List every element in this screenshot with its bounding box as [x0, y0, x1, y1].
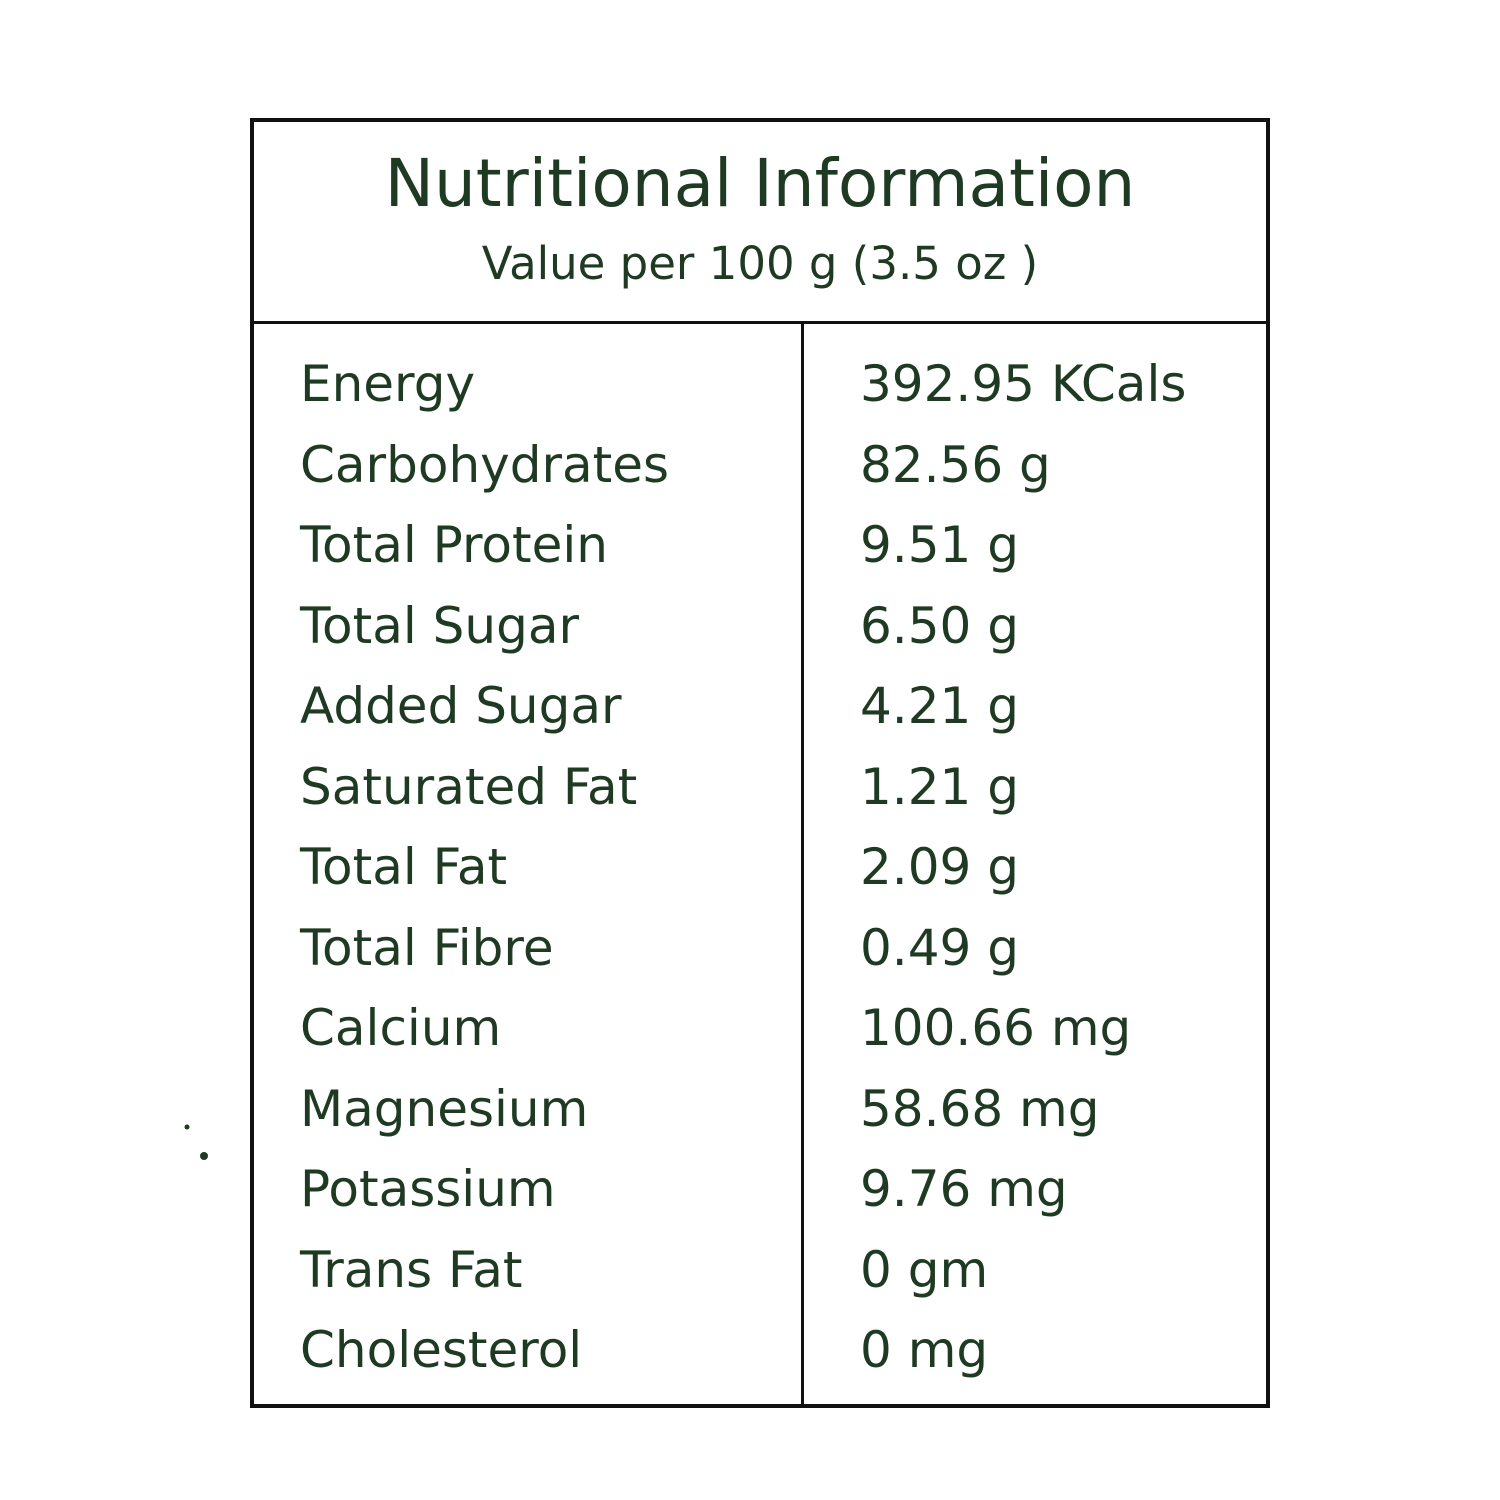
nutrient-label: Magnesium [300, 1080, 589, 1138]
table-row: Total Sugar 6.50 g [254, 586, 1266, 666]
table-row: Total Fat 2.09 g [254, 827, 1266, 907]
table-row: Carbohydrates 82.56 g [254, 425, 1266, 505]
table-row: Saturated Fat 1.21 g [254, 747, 1266, 827]
table-title: Nutritional Information [384, 145, 1136, 222]
table-row: Trans Fat 0 gm [254, 1230, 1266, 1310]
nutrient-value: 392.95 KCals [860, 355, 1187, 413]
nutrient-label: Total Fat [300, 838, 508, 896]
stray-mark [184, 1124, 208, 1160]
table-row: Energy 392.95 KCals [254, 344, 1266, 424]
table-row: Potassium 9.76 mg [254, 1149, 1266, 1229]
nutrient-value: 9.51 g [860, 516, 1019, 574]
nutrient-value: 0 mg [860, 1321, 989, 1379]
table-row: Cholesterol 0 mg [254, 1310, 1266, 1390]
nutrient-value: 4.21 g [860, 677, 1019, 735]
nutrient-label: Energy [300, 355, 476, 413]
nutrient-label: Total Protein [300, 516, 608, 574]
nutrient-label: Total Fibre [300, 919, 554, 977]
nutrient-label: Potassium [300, 1160, 556, 1218]
nutrient-value: 1.21 g [860, 758, 1019, 816]
table-row: Calcium 100.66 mg [254, 988, 1266, 1068]
nutrient-label: Total Sugar [300, 597, 580, 655]
nutrient-label: Trans Fat [300, 1241, 523, 1299]
nutrition-table: Nutritional Information Value per 100 g … [250, 118, 1270, 1408]
table-row: Total Fibre 0.49 g [254, 908, 1266, 988]
nutrient-label: Added Sugar [300, 677, 622, 735]
nutrient-value: 0.49 g [860, 919, 1019, 977]
nutrient-value: 0 gm [860, 1241, 989, 1299]
column-divider [801, 324, 804, 1404]
table-row: Total Protein 9.51 g [254, 505, 1266, 585]
nutrient-label: Carbohydrates [300, 436, 670, 494]
nutrient-label: Calcium [300, 999, 502, 1057]
nutrient-label: Saturated Fat [300, 758, 638, 816]
nutrient-value: 100.66 mg [860, 999, 1132, 1057]
table-row: Added Sugar 4.21 g [254, 666, 1266, 746]
nutrient-value: 2.09 g [860, 838, 1019, 896]
table-subtitle: Value per 100 g (3.5 oz ) [481, 237, 1039, 290]
nutrient-value: 82.56 g [860, 436, 1051, 494]
nutrient-value: 58.68 mg [860, 1080, 1100, 1138]
table-row: Magnesium 58.68 mg [254, 1069, 1266, 1149]
nutrient-value: 6.50 g [860, 597, 1019, 655]
nutrient-label: Cholesterol [300, 1321, 583, 1379]
table-header: Nutritional Information Value per 100 g … [254, 122, 1266, 324]
nutrient-value: 9.76 mg [860, 1160, 1068, 1218]
